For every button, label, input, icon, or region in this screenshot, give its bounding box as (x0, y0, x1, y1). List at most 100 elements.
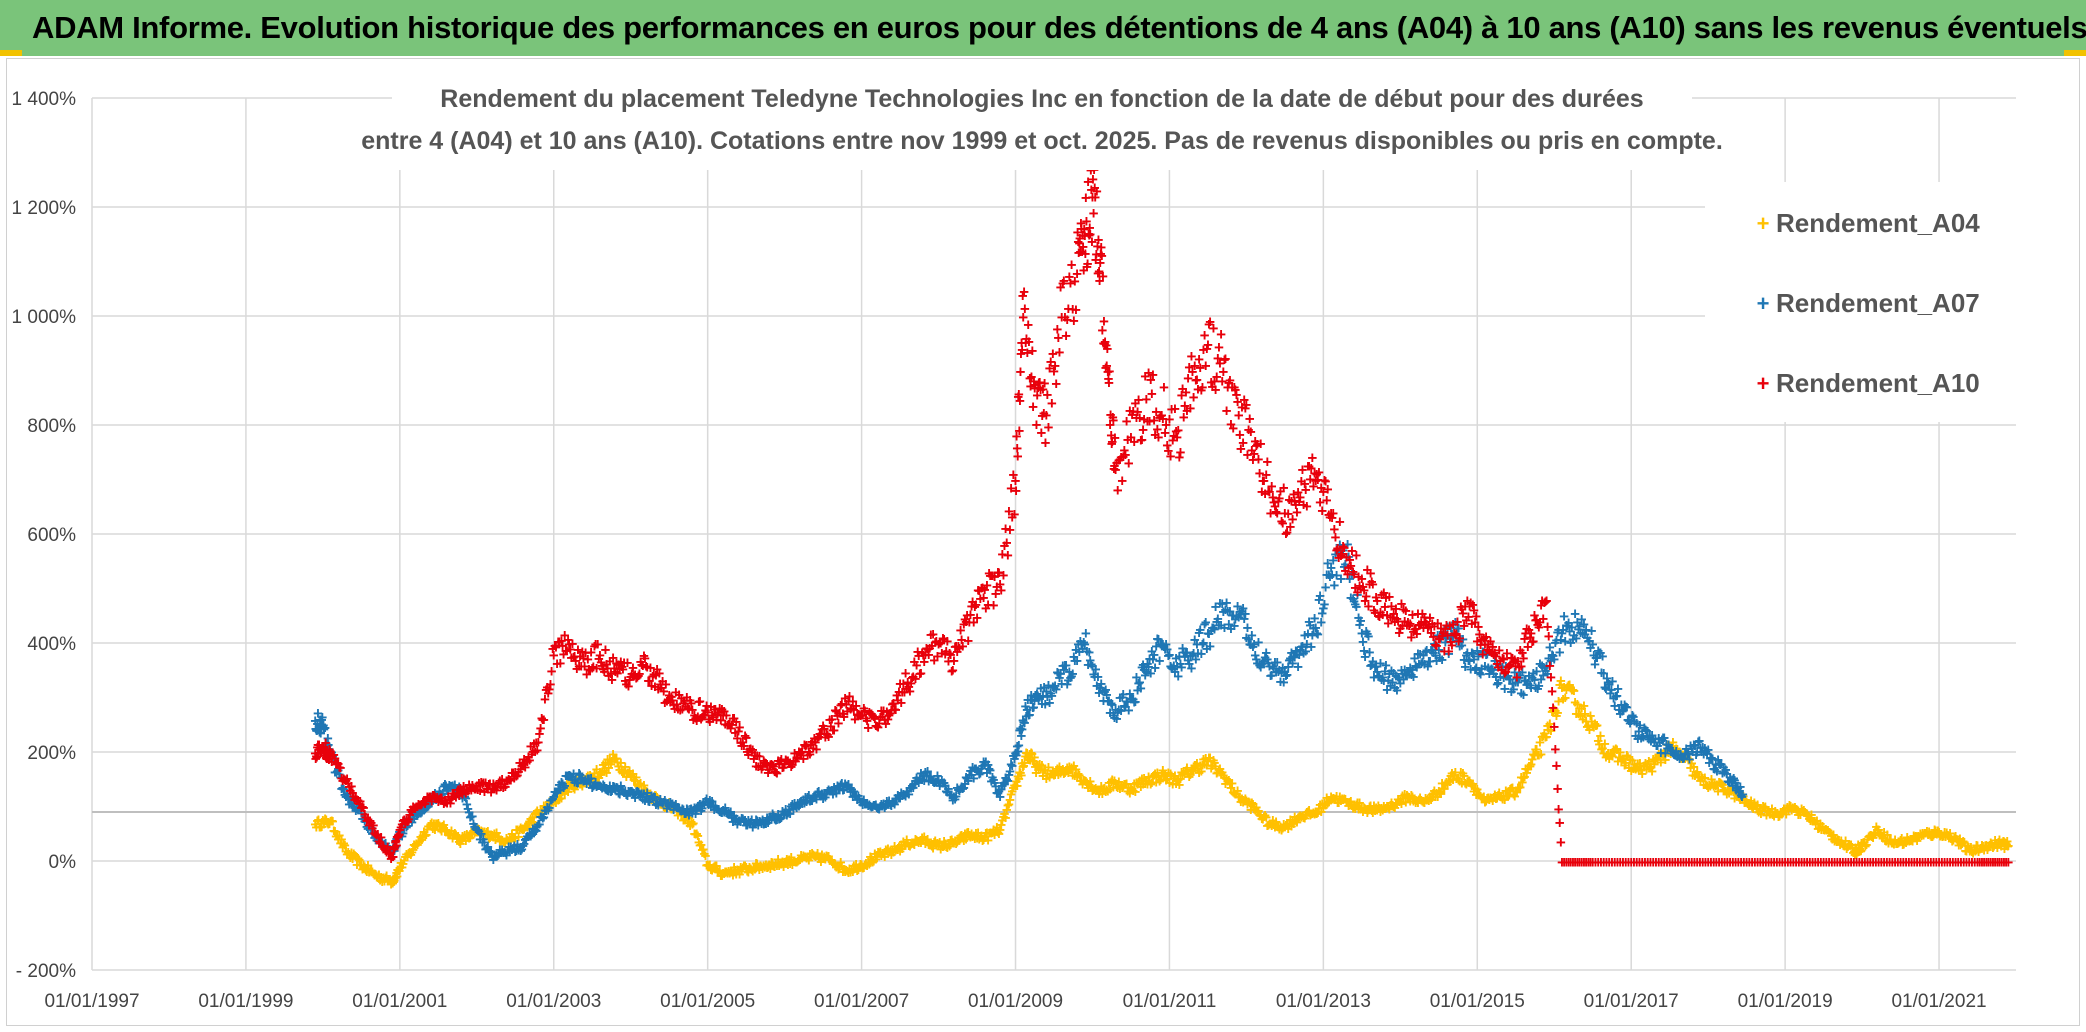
data-point: + (345, 849, 355, 868)
data-point: + (412, 835, 422, 854)
data-point: + (483, 822, 493, 841)
data-point: + (552, 789, 562, 808)
data-point: + (562, 777, 572, 796)
data-point: + (348, 849, 358, 868)
data-point: + (322, 814, 332, 833)
data-point: + (400, 847, 410, 866)
data-point: + (480, 823, 490, 842)
data-point: + (379, 872, 389, 891)
data-point: + (1159, 378, 1169, 397)
data-point: + (1221, 349, 1231, 368)
data-point: + (496, 832, 506, 851)
data-point: + (558, 783, 568, 802)
data-point: + (502, 829, 512, 848)
data-point: + (561, 780, 571, 799)
y-tick-label: 200% (27, 743, 76, 764)
data-point: + (506, 830, 516, 849)
data-point: + (393, 861, 403, 880)
data-point: + (536, 801, 546, 820)
data-point: + (539, 710, 549, 729)
data-point: + (1071, 301, 1081, 320)
banner-accent-left (0, 50, 22, 56)
data-point: + (1147, 385, 1157, 404)
data-point: + (427, 814, 437, 833)
data-point: + (389, 873, 399, 892)
data-point: + (444, 826, 454, 845)
data-point: + (342, 845, 352, 864)
data-point: + (577, 777, 587, 796)
data-point: + (963, 631, 973, 650)
data-point: + (529, 813, 539, 832)
data-point: + (344, 845, 354, 864)
legend-marker-a07: + (1757, 291, 1770, 316)
data-point: + (560, 785, 570, 804)
data-point: + (1216, 325, 1226, 344)
data-point: + (1148, 365, 1158, 384)
data-point: + (409, 836, 419, 855)
data-point: + (509, 828, 519, 847)
data-point: + (373, 869, 383, 888)
data-point: + (1351, 546, 1361, 565)
data-point: + (530, 804, 540, 823)
data-point: + (538, 801, 548, 820)
data-point: + (1323, 480, 1333, 499)
banner-accent-right (2064, 50, 2086, 56)
data-point: + (543, 799, 553, 818)
data-point: + (426, 815, 436, 834)
data-point: + (465, 828, 475, 847)
data-point: + (593, 768, 603, 787)
data-point: + (466, 823, 476, 842)
data-point: + (533, 804, 543, 823)
data-point: + (569, 778, 579, 797)
data-point: + (1044, 418, 1054, 437)
data-point: + (482, 823, 492, 842)
data-point: + (470, 824, 480, 843)
data-point: + (320, 809, 330, 828)
data-point: + (1089, 204, 1099, 223)
data-point: + (508, 829, 518, 848)
data-point: + (356, 856, 366, 875)
data-point: + (525, 812, 535, 831)
data-point: + (419, 822, 429, 841)
data-point: + (539, 797, 549, 816)
data-point: + (359, 856, 369, 875)
data-point: + (515, 820, 525, 839)
data-point: + (434, 816, 444, 835)
data-point: + (474, 820, 484, 839)
data-point: + (406, 845, 416, 864)
data-point: + (414, 833, 424, 852)
data-points: ++++++++++++++++++++++++++++++++++++++++… (310, 161, 2013, 895)
data-point: + (416, 828, 426, 847)
data-point: + (390, 868, 400, 887)
data-point: + (415, 832, 425, 851)
data-point: + (459, 829, 469, 848)
data-point: + (497, 831, 507, 850)
data-point: + (339, 834, 349, 853)
data-point: + (477, 822, 487, 841)
y-tick-label: 0% (49, 852, 77, 873)
data-point: + (391, 868, 401, 887)
data-point: + (1548, 698, 1558, 717)
data-point: + (542, 799, 552, 818)
data-point: + (1555, 814, 1565, 833)
data-point: + (387, 872, 397, 891)
data-point: + (401, 845, 411, 864)
data-point: + (467, 824, 477, 843)
data-point: + (325, 814, 335, 833)
data-point: + (1009, 505, 1019, 524)
data-point: + (1544, 627, 1554, 646)
data-point: + (441, 820, 451, 839)
data-point: + (578, 773, 588, 792)
data-point: + (1117, 471, 1127, 490)
data-point: + (531, 804, 541, 823)
data-point: + (487, 826, 497, 845)
data-point: + (1027, 341, 1037, 360)
data-point: + (445, 825, 455, 844)
data-point: + (403, 847, 413, 866)
page-title: ADAM Informe. Evolution historique des p… (32, 10, 2086, 45)
data-point: + (374, 865, 384, 884)
data-point: + (1262, 453, 1272, 472)
data-point: + (392, 867, 402, 886)
data-point: + (521, 816, 531, 835)
data-point: + (1081, 624, 1091, 643)
